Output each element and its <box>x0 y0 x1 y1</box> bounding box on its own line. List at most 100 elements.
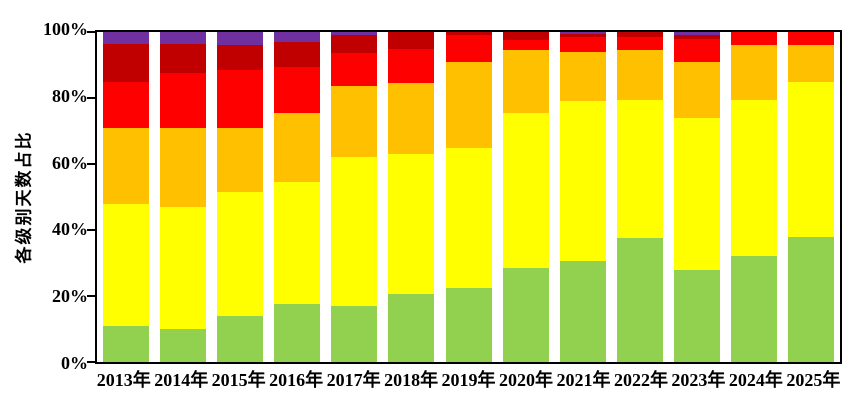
segment-dark-red-2016年 <box>274 41 321 67</box>
y-axis-title: 各级别天数占比 <box>14 130 34 264</box>
segment-red-2018年 <box>388 48 435 84</box>
segment-red-2015年 <box>216 69 263 128</box>
segment-yellow-2020年 <box>502 112 549 268</box>
bar-2017年 <box>326 32 383 362</box>
segment-green-2013年 <box>102 325 149 362</box>
y-tick-label-0: 0% <box>61 353 88 373</box>
segment-yellow-2022年 <box>616 99 663 239</box>
bar-2018年 <box>383 32 440 362</box>
segment-red-2023年 <box>674 38 721 62</box>
segment-orange-2018年 <box>388 83 435 155</box>
segment-orange-2020年 <box>502 50 549 113</box>
segment-orange-2025年 <box>788 45 835 82</box>
segment-dark-red-2014年 <box>159 43 206 74</box>
segment-green-2025年 <box>788 236 835 362</box>
segment-dark-red-2018年 <box>388 32 435 49</box>
segment-dark-red-2015年 <box>216 45 263 70</box>
y-tick-label-40: 40% <box>52 219 88 240</box>
bar-2025年 <box>783 32 840 362</box>
x-label-2025年: 2025年 <box>786 370 841 390</box>
segment-green-2016年 <box>274 304 321 362</box>
segment-green-2018年 <box>388 294 435 362</box>
x-label-2023年: 2023年 <box>671 370 726 390</box>
segment-green-2017年 <box>331 305 378 362</box>
segment-red-2022年 <box>616 36 663 51</box>
segment-red-2025年 <box>788 32 835 46</box>
x-label-2022年: 2022年 <box>613 370 668 390</box>
segment-orange-2024年 <box>731 45 778 100</box>
bar-2022年 <box>611 32 668 362</box>
segment-yellow-2024年 <box>731 99 778 257</box>
x-label-2024年: 2024年 <box>728 370 783 390</box>
segment-red-2014年 <box>159 73 206 128</box>
segment-red-2020年 <box>502 40 549 51</box>
segment-red-2017年 <box>331 53 378 87</box>
segment-green-2020年 <box>502 267 549 362</box>
segment-green-2021年 <box>559 261 606 362</box>
y-tick-label-60: 60% <box>52 152 88 173</box>
segment-red-2021年 <box>559 36 606 52</box>
bar-2023年 <box>669 32 726 362</box>
y-tick-80 <box>87 97 95 99</box>
segment-red-2013年 <box>102 81 149 128</box>
segment-purple-2015年 <box>216 32 263 46</box>
segment-orange-2023年 <box>674 61 721 118</box>
segment-purple-2017年 <box>331 32 378 36</box>
segment-orange-2019年 <box>445 61 492 148</box>
segment-dark-red-2023年 <box>674 34 721 39</box>
x-label-2016年: 2016年 <box>269 370 324 390</box>
segment-purple-2023年 <box>674 32 721 35</box>
y-tick-label-100: 100% <box>43 19 88 39</box>
segment-purple-2013年 <box>102 32 149 44</box>
y-tick-100 <box>87 31 95 33</box>
x-label-2021年: 2021年 <box>556 370 611 390</box>
x-label-2020年: 2020年 <box>499 370 554 390</box>
segment-yellow-2015年 <box>216 192 263 316</box>
y-tick-0 <box>87 361 95 363</box>
segment-purple-2021年 <box>559 32 606 34</box>
segment-yellow-2017年 <box>331 157 378 306</box>
segment-red-2019年 <box>445 35 492 62</box>
x-label-2015年: 2015年 <box>211 370 266 390</box>
segment-red-2016年 <box>274 66 321 113</box>
segment-green-2024年 <box>731 256 778 362</box>
x-axis-labels: 2013年 2014年 2015年 2016年 2017年 2018年 2019年 2020年… <box>95 368 842 398</box>
bar-2024年 <box>726 32 783 362</box>
y-tick-label-80: 80% <box>52 85 88 106</box>
segment-dark-red-2013年 <box>102 43 149 82</box>
y-tick-60 <box>87 163 95 165</box>
plot-area <box>87 30 842 364</box>
bar-2020年 <box>497 32 554 362</box>
bar-2013年 <box>97 32 154 362</box>
bar-2021年 <box>554 32 611 362</box>
segment-green-2019年 <box>445 287 492 362</box>
x-label-2019年: 2019年 <box>441 370 496 390</box>
segment-yellow-2019年 <box>445 147 492 288</box>
segment-dark-red-2020年 <box>502 32 549 41</box>
y-tick-label-20: 20% <box>52 286 88 307</box>
segment-green-2022年 <box>616 238 663 362</box>
segment-dark-red-2017年 <box>331 35 378 54</box>
segment-dark-red-2022年 <box>616 32 663 37</box>
stacked-bars-container <box>97 32 840 362</box>
x-label-2017年: 2017年 <box>326 370 381 390</box>
x-label-2014年: 2014年 <box>154 370 209 390</box>
y-tick-40 <box>87 229 95 231</box>
segment-yellow-2013年 <box>102 203 149 326</box>
segment-yellow-2025年 <box>788 81 835 237</box>
y-tick-20 <box>87 295 95 297</box>
segment-orange-2013年 <box>102 127 149 204</box>
segment-green-2014年 <box>159 329 206 362</box>
segment-green-2023年 <box>674 269 721 362</box>
segment-purple-2014年 <box>159 32 206 44</box>
bar-2014年 <box>154 32 211 362</box>
segment-orange-2021年 <box>559 51 606 102</box>
segment-orange-2017年 <box>331 86 378 158</box>
segment-orange-2016年 <box>274 112 321 183</box>
bar-2016年 <box>268 32 325 362</box>
segment-yellow-2016年 <box>274 182 321 305</box>
x-label-2018年: 2018年 <box>384 370 439 390</box>
segment-orange-2022年 <box>616 50 663 100</box>
